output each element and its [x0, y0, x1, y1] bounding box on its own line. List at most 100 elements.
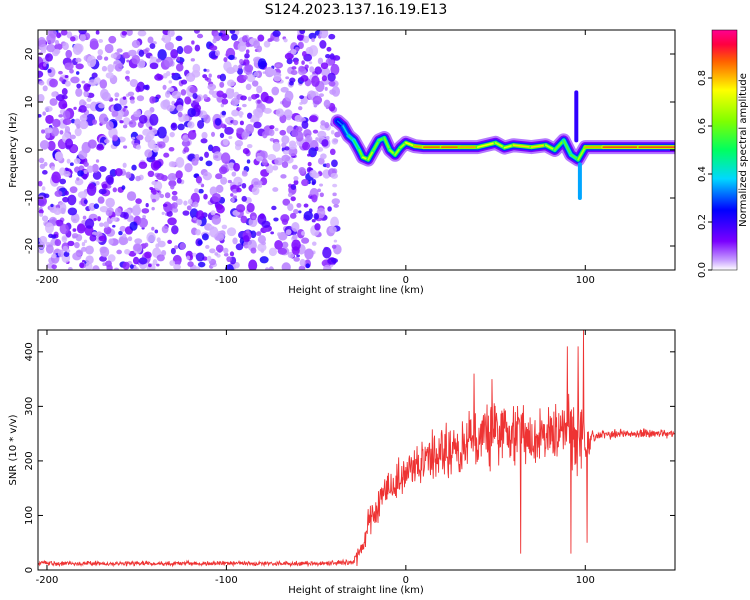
noise-blob — [317, 188, 321, 193]
noise-blob — [284, 146, 290, 151]
noise-blob — [62, 245, 69, 252]
noise-blob — [155, 243, 160, 249]
noise-blob — [127, 217, 133, 223]
noise-blob — [308, 61, 313, 65]
noise-blob — [226, 87, 233, 94]
noise-blob — [137, 30, 147, 37]
noise-blob — [241, 131, 248, 140]
noise-blob — [183, 146, 190, 153]
noise-blob — [195, 252, 205, 262]
noise-blob — [271, 205, 277, 211]
noise-blob — [267, 154, 277, 161]
noise-blob — [330, 130, 335, 135]
noise-blob — [41, 215, 49, 222]
noise-blob — [114, 168, 123, 177]
noise-blob — [325, 53, 331, 59]
noise-blob — [131, 164, 137, 171]
noise-blob — [238, 107, 242, 111]
noise-blob — [43, 161, 48, 167]
noise-blob — [38, 70, 44, 78]
noise-blob — [144, 251, 152, 259]
noise-blob — [76, 223, 86, 234]
noise-blob — [156, 237, 161, 243]
noise-blob — [200, 138, 208, 144]
noise-blob — [251, 186, 260, 196]
noise-blob — [183, 45, 193, 54]
noise-blob — [301, 51, 307, 57]
noise-blob — [63, 251, 70, 257]
noise-blob — [161, 37, 166, 41]
noise-blob — [54, 239, 62, 247]
noise-blob — [122, 124, 128, 129]
signal-track-core — [383, 137, 391, 151]
noise-blob — [303, 211, 313, 221]
noise-blob — [151, 226, 155, 231]
noise-blob — [192, 216, 197, 221]
noise-blob — [45, 53, 53, 62]
noise-blob — [226, 256, 232, 263]
noise-blob — [174, 245, 179, 250]
noise-blob — [187, 261, 194, 267]
noise-blob — [38, 196, 47, 207]
noise-blob — [268, 129, 275, 137]
noise-blob — [280, 174, 287, 179]
noise-blob — [93, 217, 97, 221]
noise-blob — [93, 203, 100, 209]
noise-blob — [135, 203, 140, 208]
colorbar-frame — [711, 29, 738, 271]
noise-blob — [298, 65, 306, 72]
noise-blob — [300, 74, 309, 82]
noise-blob — [49, 78, 58, 88]
noise-blob — [128, 119, 137, 128]
noise-blob — [287, 251, 295, 259]
noise-blob — [138, 217, 149, 228]
noise-blob — [49, 98, 58, 106]
noise-blob — [110, 53, 117, 59]
noise-blob — [92, 265, 100, 270]
noise-blob — [197, 261, 206, 268]
noise-blob — [132, 256, 140, 265]
noise-blob — [330, 216, 340, 228]
noise-blob — [208, 73, 212, 78]
noise-blob — [267, 69, 277, 76]
noise-blob — [59, 223, 69, 235]
noise-blob — [201, 131, 208, 139]
noise-blob — [101, 183, 108, 190]
noise-blob — [91, 72, 98, 79]
noise-blob — [199, 156, 204, 162]
noise-blob — [136, 95, 145, 102]
noise-blob — [211, 131, 216, 137]
noise-blob — [98, 188, 107, 195]
noise-blob — [118, 236, 129, 246]
noise-blob — [53, 207, 62, 216]
noise-blob — [246, 112, 253, 119]
noise-blob — [215, 184, 224, 194]
noise-blob — [187, 198, 193, 205]
noise-blob — [233, 176, 243, 186]
noise-blob — [38, 235, 48, 245]
noise-blob — [171, 190, 178, 196]
noise-blob — [220, 33, 230, 42]
noise-blob — [219, 132, 225, 139]
snr-xtick-label: 100 — [576, 575, 595, 586]
noise-blob — [91, 163, 99, 173]
noise-blob — [125, 171, 132, 179]
noise-blob — [64, 80, 71, 87]
noise-blob — [116, 249, 122, 255]
noise-blob — [75, 63, 84, 70]
noise-blob — [163, 152, 170, 158]
noise-blob — [307, 153, 311, 157]
signal-track-core — [476, 142, 497, 148]
noise-blob — [263, 226, 269, 232]
noise-blob — [301, 237, 310, 244]
noise-blob — [328, 33, 336, 40]
noise-blob — [274, 37, 280, 42]
noise-blob — [129, 78, 138, 88]
noise-blob — [246, 74, 256, 83]
noise-blob — [105, 120, 114, 131]
noise-blob — [240, 215, 248, 224]
noise-blob — [296, 203, 302, 208]
noise-blob — [195, 266, 201, 270]
noise-blob — [85, 245, 94, 255]
noise-blob — [108, 238, 114, 245]
